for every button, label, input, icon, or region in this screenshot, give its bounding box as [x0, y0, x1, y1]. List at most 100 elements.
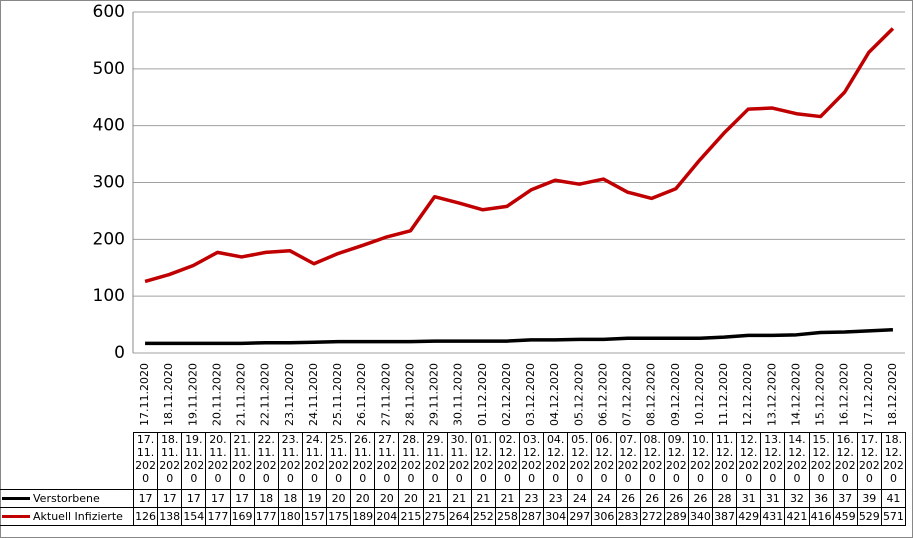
y-tick-label: 100: [93, 286, 125, 306]
x-tick-label: 05.12.2020: [572, 363, 585, 426]
x-tick-label: 11.12.2020: [717, 363, 730, 426]
table-value: 20: [326, 489, 352, 508]
table-value: 21: [470, 489, 496, 508]
table-header: 22.11.2020: [253, 432, 279, 490]
table-value: 306: [591, 507, 617, 526]
legend-key: [2, 497, 30, 500]
table-header: 05.12.2020: [567, 432, 593, 490]
table-value: 23: [519, 489, 545, 508]
table-value: 287: [519, 507, 545, 526]
x-tick-label: 19.11.2020: [186, 363, 199, 426]
x-tick-label: 21.11.2020: [235, 363, 248, 426]
table-header: 16.12.2020: [832, 432, 858, 490]
x-tick-label: 23.11.2020: [283, 363, 296, 426]
table-header: 18.12.2020: [880, 432, 906, 490]
table-value: 138: [157, 507, 183, 526]
table-value: 258: [494, 507, 520, 526]
x-tick-label: 22.11.2020: [259, 363, 272, 426]
series-line: [144, 27, 895, 284]
table-header: 23.11.2020: [277, 432, 303, 490]
x-tick-label: 07.12.2020: [621, 363, 634, 426]
table-header: 21.11.2020: [229, 432, 255, 490]
x-tick-label: 30.11.2020: [452, 363, 465, 426]
table-header: 19.11.2020: [181, 432, 207, 490]
y-tick-label: 500: [93, 59, 125, 79]
x-tick-label: 15.12.2020: [814, 363, 827, 426]
x-tick-label: 08.12.2020: [645, 363, 658, 426]
table-header: 04.12.2020: [543, 432, 569, 490]
table-header: 11.12.2020: [712, 432, 738, 490]
table-value: 21: [446, 489, 472, 508]
table-value: 283: [615, 507, 641, 526]
legend-label: Aktuell Infizierte: [33, 510, 123, 523]
x-tick-label: 24.11.2020: [307, 363, 320, 426]
x-tick-label: 26.11.2020: [355, 363, 368, 426]
table-value: 26: [687, 489, 713, 508]
table-value: 157: [301, 507, 327, 526]
x-tick-label: 18.11.2020: [162, 363, 175, 426]
table-header: 18.11.2020: [157, 432, 183, 490]
table-value: 26: [663, 489, 689, 508]
table-value: 175: [326, 507, 352, 526]
x-tick-label: 09.12.2020: [669, 363, 682, 426]
table-value: 17: [229, 489, 255, 508]
table-value: 23: [543, 489, 569, 508]
x-tick-label: 28.11.2020: [403, 363, 416, 426]
table-value: 340: [687, 507, 713, 526]
table-value: 272: [639, 507, 665, 526]
x-tick-label: 27.11.2020: [379, 363, 392, 426]
table-header: 29.11.2020: [422, 432, 448, 490]
table-header: 30.11.2020: [446, 432, 472, 490]
legend-label: Verstorbene: [33, 492, 100, 505]
y-tick-label: 600: [93, 2, 125, 22]
table-value: 177: [205, 507, 231, 526]
table-value: 41: [880, 489, 906, 508]
x-tick-label: 12.12.2020: [741, 363, 754, 426]
table-value: 304: [543, 507, 569, 526]
table-value: 24: [591, 489, 617, 508]
y-tick-label: 200: [93, 229, 125, 249]
y-tick-label: 400: [93, 116, 125, 136]
table-value: 204: [374, 507, 400, 526]
table-value: 177: [253, 507, 279, 526]
x-tick-label: 17.12.2020: [862, 363, 875, 426]
table-value: 18: [253, 489, 279, 508]
legend-cell: Verstorbene: [0, 489, 134, 508]
table-value: 31: [736, 489, 762, 508]
x-tick-label: 14.12.2020: [789, 363, 802, 426]
table-header: 28.11.2020: [398, 432, 424, 490]
table-value: 154: [181, 507, 207, 526]
table-value: 252: [470, 507, 496, 526]
table-header: 09.12.2020: [663, 432, 689, 490]
table-value: 21: [494, 489, 520, 508]
x-tick-label: 13.12.2020: [765, 363, 778, 426]
table-value: 189: [350, 507, 376, 526]
table-value: 19: [301, 489, 327, 508]
y-tick-label: 0: [114, 343, 125, 363]
table-value: 17: [205, 489, 231, 508]
table-value: 37: [832, 489, 858, 508]
table-value: 387: [712, 507, 738, 526]
table-value: 17: [157, 489, 183, 508]
legend-cell: Aktuell Infizierte: [0, 507, 134, 526]
table-header: 26.11.2020: [350, 432, 376, 490]
table-value: 17: [133, 489, 159, 508]
table-header: 01.12.2020: [470, 432, 496, 490]
table-value: 126: [133, 507, 159, 526]
table-value: 529: [856, 507, 882, 526]
table-value: 459: [832, 507, 858, 526]
x-tick-label: 02.12.2020: [500, 363, 513, 426]
x-tick-label: 25.11.2020: [331, 363, 344, 426]
table-header: 02.12.2020: [494, 432, 520, 490]
table-header: 27.11.2020: [374, 432, 400, 490]
table-value: 32: [784, 489, 810, 508]
x-tick-label: 18.12.2020: [886, 363, 899, 426]
x-tick-label: 01.12.2020: [476, 363, 489, 426]
table-header: 12.12.2020: [736, 432, 762, 490]
table-header: 06.12.2020: [591, 432, 617, 490]
table-value: 180: [277, 507, 303, 526]
table-value: 297: [567, 507, 593, 526]
table-value: 17: [181, 489, 207, 508]
table-value: 36: [808, 489, 834, 508]
